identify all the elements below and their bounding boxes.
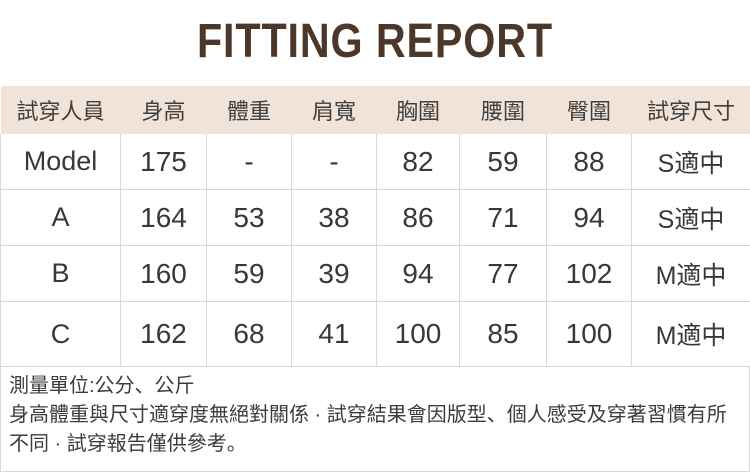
table-cell: - bbox=[291, 134, 377, 190]
header-cell-shoulder: 肩寬 bbox=[291, 86, 377, 134]
table-cell: 162 bbox=[120, 301, 207, 367]
table-cell: 88 bbox=[546, 134, 632, 190]
row-label: C bbox=[0, 301, 121, 367]
table-cell: 39 bbox=[291, 245, 377, 302]
fitting-table: 試穿人員 身高 體重 肩寬 胸圍 腰圍 臀圍 試穿尺寸 Model 175 - … bbox=[0, 86, 750, 367]
footnote-units: 測量單位:公分、公斤 bbox=[9, 375, 195, 397]
row-label: B bbox=[0, 245, 121, 302]
table-cell-size: S適中 bbox=[631, 189, 750, 246]
table-cell: 94 bbox=[376, 245, 460, 302]
footnote-disclaimer: 身高體重與尺寸適穿度無絕對關係 · 試穿結果會因版型、個人感受及穿著習慣有所不同… bbox=[9, 404, 727, 455]
row-label: Model bbox=[0, 134, 121, 190]
table-header-row: 試穿人員 身高 體重 肩寬 胸圍 腰圍 臀圍 試穿尺寸 bbox=[0, 86, 750, 134]
table-cell: 68 bbox=[206, 301, 292, 367]
header-cell-height: 身高 bbox=[120, 86, 207, 134]
page-title: FITTING REPORT bbox=[196, 14, 554, 68]
header-cell-weight: 體重 bbox=[206, 86, 292, 134]
table-cell: 94 bbox=[546, 189, 632, 246]
header-cell-tester: 試穿人員 bbox=[0, 86, 121, 134]
table-cell: 100 bbox=[376, 301, 460, 367]
header-cell-chest: 胸圍 bbox=[376, 86, 460, 134]
table-cell: 82 bbox=[376, 134, 460, 190]
table-cell: - bbox=[206, 134, 292, 190]
header-cell-size: 試穿尺寸 bbox=[631, 86, 750, 134]
table-cell: 160 bbox=[120, 245, 207, 302]
table-cell: 38 bbox=[291, 189, 377, 246]
table-cell-size: M適中 bbox=[631, 301, 750, 367]
header-cell-hip: 臀圍 bbox=[546, 86, 632, 134]
table-row-c: C 162 68 41 100 85 100 M適中 bbox=[0, 301, 750, 367]
table-cell: 85 bbox=[459, 301, 547, 367]
table-cell: 175 bbox=[120, 134, 207, 190]
table-cell: 71 bbox=[459, 189, 547, 246]
table-row-a: A 164 53 38 86 71 94 S適中 bbox=[0, 189, 750, 246]
table-cell: 77 bbox=[459, 245, 547, 302]
row-label: A bbox=[0, 189, 121, 246]
title-area: FITTING REPORT bbox=[0, 0, 750, 86]
table-cell-size: M適中 bbox=[631, 245, 750, 302]
table-cell: 41 bbox=[291, 301, 377, 367]
table-cell: 164 bbox=[120, 189, 207, 246]
table-cell: 100 bbox=[546, 301, 632, 367]
table-row-model: Model 175 - - 82 59 88 S適中 bbox=[0, 134, 750, 190]
footnote-section: 測量單位:公分、公斤 身高體重與尺寸適穿度無絕對關係 · 試穿結果會因版型、個人… bbox=[0, 367, 750, 472]
table-cell: 59 bbox=[459, 134, 547, 190]
table-cell: 102 bbox=[546, 245, 632, 302]
header-cell-waist: 腰圍 bbox=[459, 86, 547, 134]
table-cell: 59 bbox=[206, 245, 292, 302]
table-row-b: B 160 59 39 94 77 102 M適中 bbox=[0, 245, 750, 302]
table-cell-size: S適中 bbox=[631, 134, 750, 190]
table-cell: 86 bbox=[376, 189, 460, 246]
table-cell: 53 bbox=[206, 189, 292, 246]
